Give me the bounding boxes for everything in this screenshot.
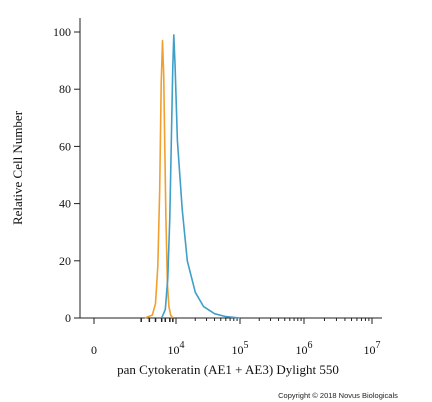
x-tick-label: 106 [296,340,313,357]
y-axis-ticks: 0 20 40 60 80 100 [53,25,80,325]
y-tick-label: 100 [53,25,71,39]
histogram-series-line [144,39,174,319]
x-tick-label: 104 [168,340,185,357]
x-tick-label: 107 [364,340,381,357]
copyright-text: Copyright © 2018 Novus Biologicals [278,391,398,400]
y-tick-label: 20 [59,254,71,268]
y-tick-label: 0 [65,311,71,325]
x-axis-ticks: 0 104 105 106 107 [91,318,381,357]
y-tick-label: 80 [59,82,71,96]
y-tick-label: 40 [59,197,71,211]
y-axis-label: Relative Cell Number [10,110,25,225]
x-tick-label: 105 [232,340,249,357]
histogram-series-line [160,34,241,319]
x-tick-label: 0 [91,343,97,357]
y-tick-label: 60 [59,139,71,153]
series-layer [144,34,241,319]
plot-area: 0 20 40 60 80 100 0 104 105 106 107 [53,18,382,357]
x-axis-label: pan Cytokeratin (AE1 + AE3) Dylight 550 [117,362,339,377]
